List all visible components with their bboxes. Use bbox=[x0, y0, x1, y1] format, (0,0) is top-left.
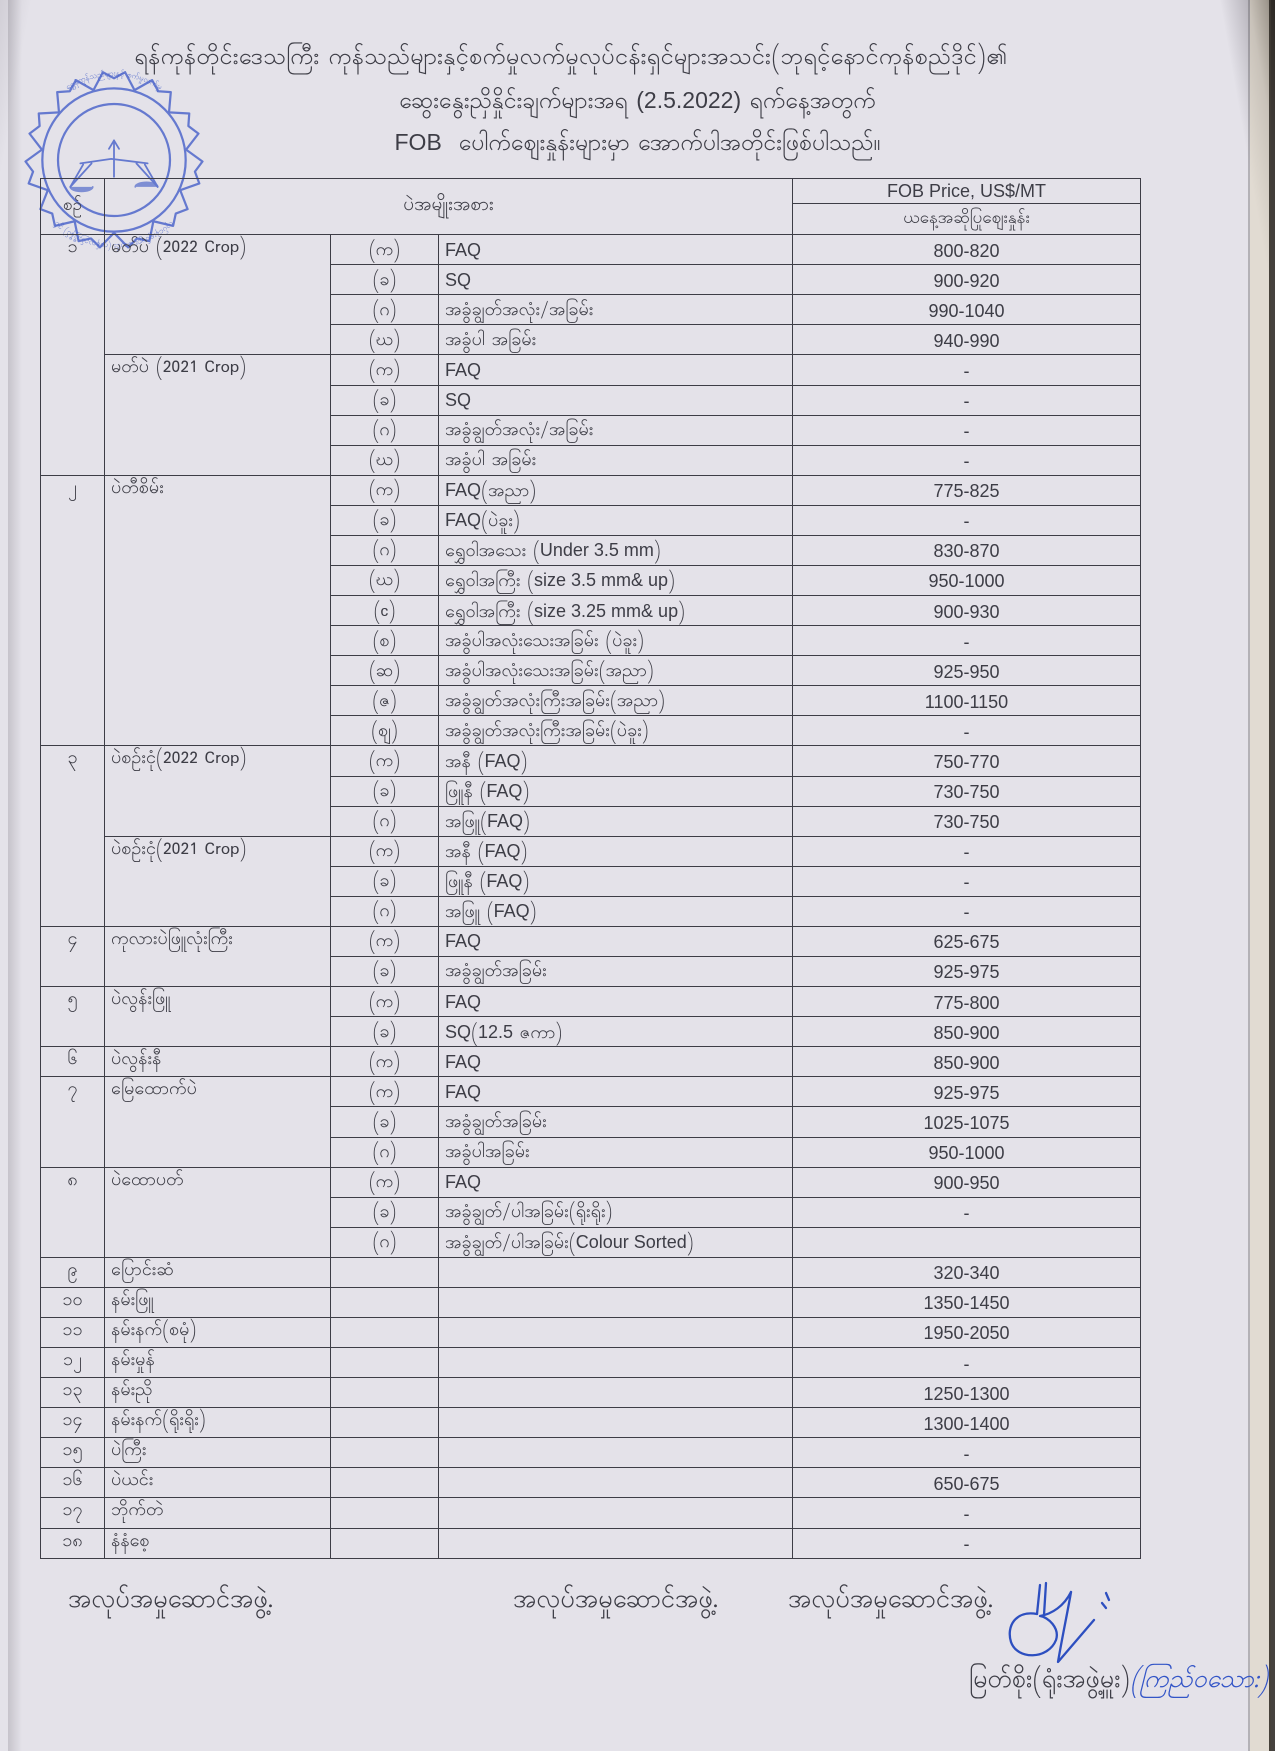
svg-text:ရွှေနှံကုန်သည်များနှင့် စက်မှု: ရွှေနှံကုန်သည်များနှင့် စက်မှုလက်မှု bbox=[64, 68, 165, 94]
